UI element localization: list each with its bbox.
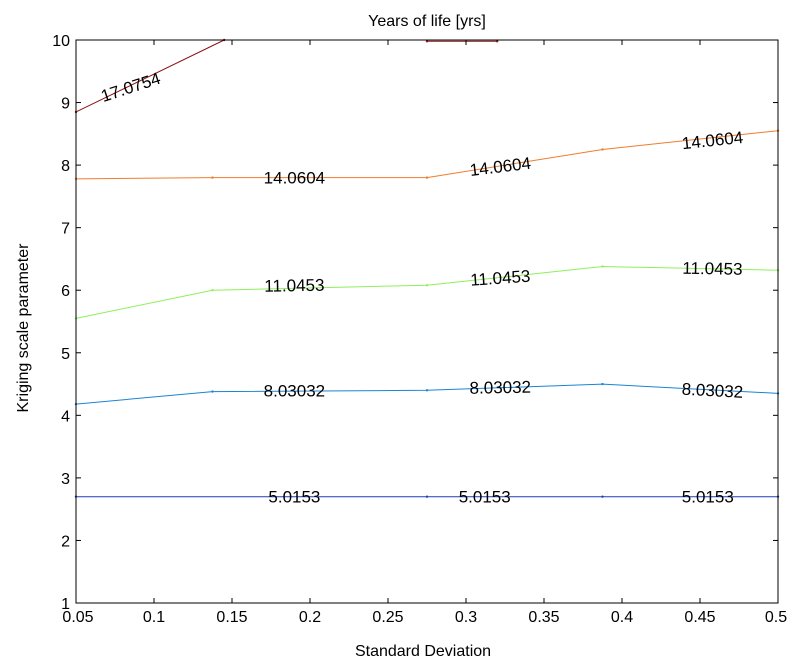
series-lines-group (74, 38, 780, 498)
series-line-2 (75, 265, 779, 319)
y-tick-label: 3 (61, 471, 70, 488)
series-point (425, 40, 429, 43)
x-tick-label: 0.1 (143, 609, 165, 626)
y-tick-label: 10 (52, 33, 70, 50)
x-tick-label: 0.35 (528, 609, 559, 626)
x-tick-label: 0.3 (455, 609, 477, 626)
series-point (425, 176, 429, 179)
series-line-3 (75, 130, 779, 180)
contour-label: 14.0604 (469, 154, 532, 180)
x-tick-label: 0.15 (216, 609, 247, 626)
series-line-4 (75, 39, 225, 113)
series-point (496, 40, 499, 43)
series-point (425, 495, 429, 498)
ticks-group: 0.05 0.1 0.15 0.2 0.25 0.3 0.35 0.4 0.45 0.5 1 2 3 4 5… (52, 33, 787, 626)
x-tick-label: 0.4 (611, 609, 633, 626)
y-axis-label: Kriging scale parameter (15, 243, 32, 413)
series-point (601, 148, 604, 151)
series-point (211, 390, 214, 393)
y-tick-label: 7 (61, 221, 70, 238)
contour-label: 8.03032 (469, 378, 531, 398)
x-axis-label: Standard Deviation (355, 643, 491, 660)
x-tick-label: 0.5 (765, 609, 787, 626)
series-point (601, 382, 604, 386)
chart-title: Years of life [yrs] (368, 13, 486, 30)
y-tick-label: 1 (61, 596, 70, 613)
y-tick-label: 5 (61, 346, 70, 363)
x-tick-label: 0.05 (62, 609, 93, 626)
contour-label: 14.0604 (681, 128, 744, 153)
contour-label: 14.0604 (264, 169, 325, 188)
contour-label: 8.03032 (264, 381, 325, 400)
series-point (601, 495, 604, 498)
y-tick-label: 6 (61, 283, 70, 300)
series-point (425, 284, 429, 287)
plot-frame (75, 39, 779, 604)
contour-label: 8.03032 (681, 380, 743, 402)
contour-label: 11.0453 (682, 259, 743, 279)
x-tick-label: 0.45 (684, 609, 715, 626)
y-tick-label: 9 (61, 96, 70, 113)
contour-label: 11.0453 (470, 267, 531, 290)
series-line-1 (75, 383, 779, 405)
series-point (211, 289, 214, 292)
contour-label: 5.0153 (268, 488, 320, 507)
series-point (211, 176, 214, 179)
contour-label: 17.0754 (99, 69, 163, 106)
series-labels-group: 5.0153 5.0153 5.0153 8.03032 8.03032 8.03032 1… (99, 69, 744, 507)
y-tick-label: 8 (61, 158, 70, 175)
contour-label: 11.0453 (264, 276, 325, 296)
x-tick-label: 0.25 (372, 609, 403, 626)
series-point (601, 265, 604, 268)
y-tick-label: 2 (61, 533, 70, 550)
y-tick-label: 4 (61, 408, 70, 425)
series-point (425, 389, 429, 392)
contour-label: 5.0153 (682, 488, 734, 507)
x-tick-label: 0.2 (299, 609, 321, 626)
contour-label: 5.0153 (459, 488, 511, 507)
